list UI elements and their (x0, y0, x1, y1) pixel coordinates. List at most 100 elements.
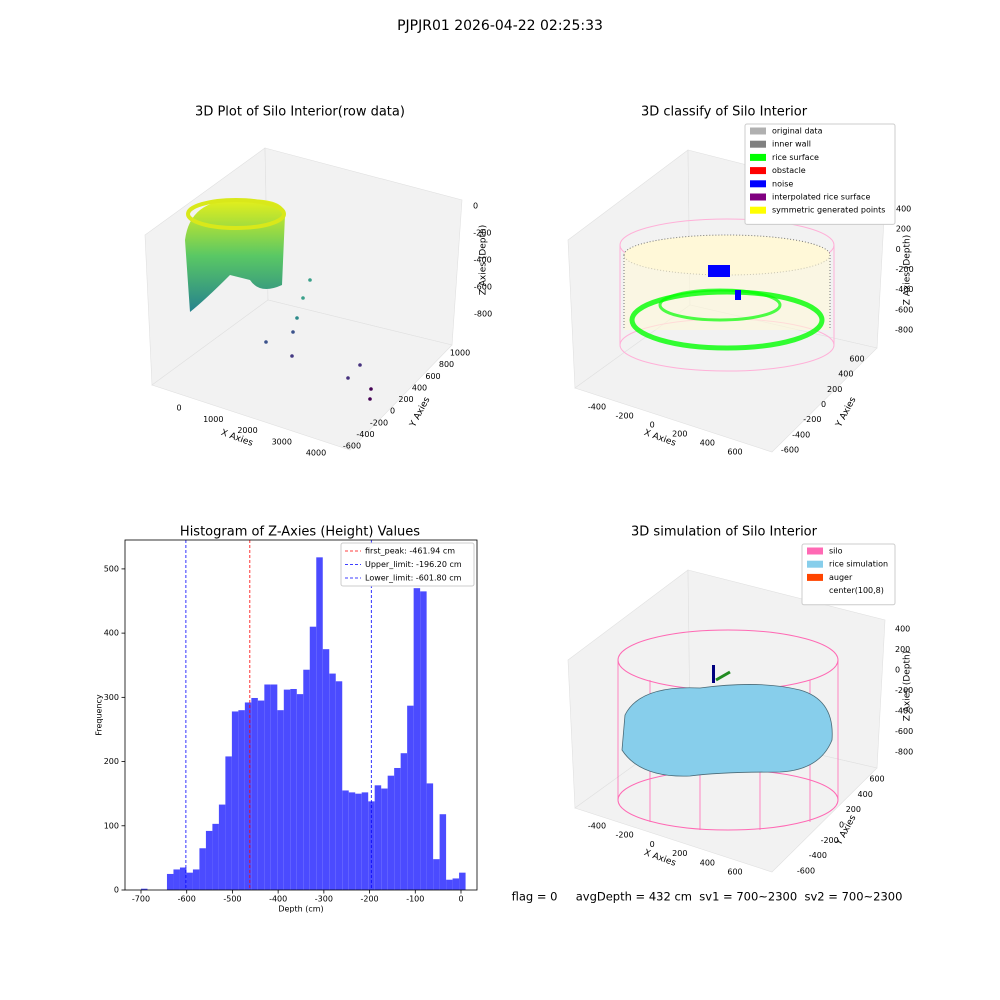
bar (173, 869, 180, 890)
bar (231, 711, 239, 890)
bar (218, 804, 226, 890)
z-axis-label: Z Axies (Depth) (479, 225, 489, 296)
y-tick-label: 500 (104, 564, 119, 573)
bar (348, 792, 356, 890)
y-tick-label: 200 (104, 757, 119, 766)
x-tick-label: -100 (406, 895, 424, 904)
legend-label: noise (772, 179, 793, 188)
y-tick-label: 400 (412, 383, 427, 392)
bar (303, 669, 310, 890)
x-tick-label: 200 (672, 849, 687, 858)
x-tick-label: -200 (616, 412, 634, 421)
y-tick-label: 600 (869, 775, 884, 784)
legend-swatch (750, 167, 766, 175)
z-tick-label: -200 (896, 265, 914, 274)
z-tick-label: 200 (896, 225, 911, 234)
z-tick-label: 200 (895, 645, 910, 654)
y-axis-label: Y Axies (834, 395, 859, 430)
z-tick-label: -800 (474, 310, 492, 319)
bar (264, 684, 271, 890)
x-tick-label: -200 (360, 895, 378, 904)
x-tick-label: -400 (588, 822, 606, 831)
y-tick-label: 1000 (450, 349, 470, 358)
bar (374, 785, 382, 890)
bar (407, 705, 414, 890)
bar (459, 872, 466, 890)
legend-box (801, 543, 896, 606)
z-tick-label: -200 (895, 686, 913, 695)
bar (381, 788, 388, 890)
legend-label: silo (829, 547, 843, 556)
legend-box (744, 123, 896, 225)
z-tick-label: -600 (895, 727, 913, 736)
y-tick-label: 0 (821, 400, 826, 409)
x-tick-label: 600 (727, 868, 742, 877)
y-tick-label: 0 (839, 821, 844, 830)
z-tick-label: -400 (895, 707, 913, 716)
bar (244, 702, 252, 890)
bar (329, 673, 336, 890)
y-tick-label: 400 (104, 629, 119, 638)
legend-label: center(100,8) (829, 586, 884, 595)
legend-label: interpolated rice surface (772, 193, 870, 202)
z-tick-label: -800 (895, 748, 913, 757)
z-tick-label: -400 (895, 285, 913, 294)
panel-4-box (567, 569, 886, 873)
legend-swatch (750, 127, 766, 135)
bar (205, 830, 213, 890)
y-tick-label: -400 (809, 851, 827, 860)
legend-label: Lower_limit: -601.80 cm (365, 574, 462, 583)
bar (433, 859, 440, 890)
y-tick-label: 0 (114, 886, 119, 895)
bar (141, 888, 148, 890)
bar (439, 814, 447, 890)
x-tick-label: 2000 (237, 426, 257, 435)
y-tick-label: -400 (792, 430, 810, 439)
bar (426, 783, 434, 890)
x-tick-label: 0 (176, 404, 181, 413)
y-tick-label: -200 (370, 418, 388, 427)
x-tick-label: -600 (178, 895, 196, 904)
bar (309, 626, 317, 890)
z-tick-label: -800 (895, 326, 913, 335)
bar (361, 792, 369, 890)
bar (452, 878, 460, 890)
legend-label: symmetric generated points (772, 206, 885, 215)
legend-label: rice simulation (829, 560, 888, 569)
y-axis-label: Y Axies (834, 813, 859, 848)
x-tick-label: 400 (700, 858, 715, 867)
y-tick-label: 400 (838, 370, 853, 379)
y-axis-label: Frequency (95, 694, 104, 736)
legend-swatch (750, 206, 766, 214)
x-tick-label: -500 (223, 895, 241, 904)
bar (420, 591, 427, 890)
x-tick-label: -200 (616, 831, 634, 840)
bar (316, 557, 323, 890)
bar (199, 848, 206, 890)
y-tick-label: 600 (425, 372, 440, 381)
x-tick-label: 0 (650, 840, 655, 849)
bar (446, 879, 453, 890)
y-tick-label: -200 (821, 836, 839, 845)
bar (270, 684, 278, 890)
legend-label: rice surface (772, 153, 819, 162)
legend-swatch (750, 140, 766, 148)
y-tick-label: 400 (858, 790, 873, 799)
bar (335, 681, 343, 890)
legend-swatch (807, 587, 823, 595)
y-tick-label: 100 (104, 821, 119, 830)
bar (290, 688, 297, 890)
y-tick-label: 600 (849, 355, 864, 364)
y-tick-label: -400 (356, 430, 374, 439)
legend-label: obstacle (772, 166, 806, 175)
x-tick-label: 1000 (203, 415, 223, 424)
bar (342, 790, 349, 890)
plot-frame (124, 539, 478, 891)
z-tick-label: 0 (896, 245, 901, 254)
bar (186, 872, 193, 890)
legend-label: Upper_limit: -196.20 cm (365, 560, 462, 569)
z-tick-label: 400 (895, 625, 910, 634)
suptitle: PJPJR01 2026-04-22 02:25:33 (397, 18, 603, 34)
x-tick-label: 200 (672, 430, 687, 439)
